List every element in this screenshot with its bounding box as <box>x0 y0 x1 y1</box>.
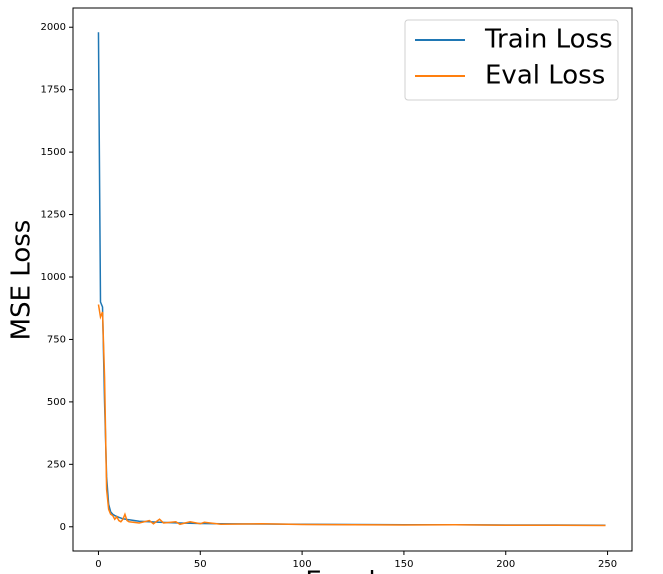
legend-label: Train Loss <box>484 25 613 55</box>
y-tick-label: 250 <box>47 459 66 470</box>
y-axis-label: MSE Loss <box>7 220 37 341</box>
y-tick-label: 1250 <box>41 210 66 221</box>
x-tick-label: 0 <box>95 559 101 570</box>
y-tick-label: 500 <box>47 397 66 408</box>
x-tick-label: 150 <box>394 559 413 570</box>
y-tick-label: 0 <box>60 522 66 533</box>
x-tick-label: 250 <box>598 559 617 570</box>
x-axis-label: Epochs <box>305 567 398 574</box>
y-tick-label: 750 <box>47 334 66 345</box>
legend-label: Eval Loss <box>485 61 605 91</box>
x-tick-label: 200 <box>496 559 515 570</box>
y-tick-label: 1750 <box>41 85 66 96</box>
y-tick-label: 1500 <box>41 147 66 158</box>
x-tick-label: 50 <box>194 559 207 570</box>
y-tick-label: 1000 <box>41 272 66 283</box>
x-tick-label: 100 <box>293 559 312 570</box>
data-line <box>97 304 606 527</box>
y-tick-label: 2000 <box>41 22 66 33</box>
data-line <box>97 32 606 527</box>
plot-frame <box>72 7 633 552</box>
